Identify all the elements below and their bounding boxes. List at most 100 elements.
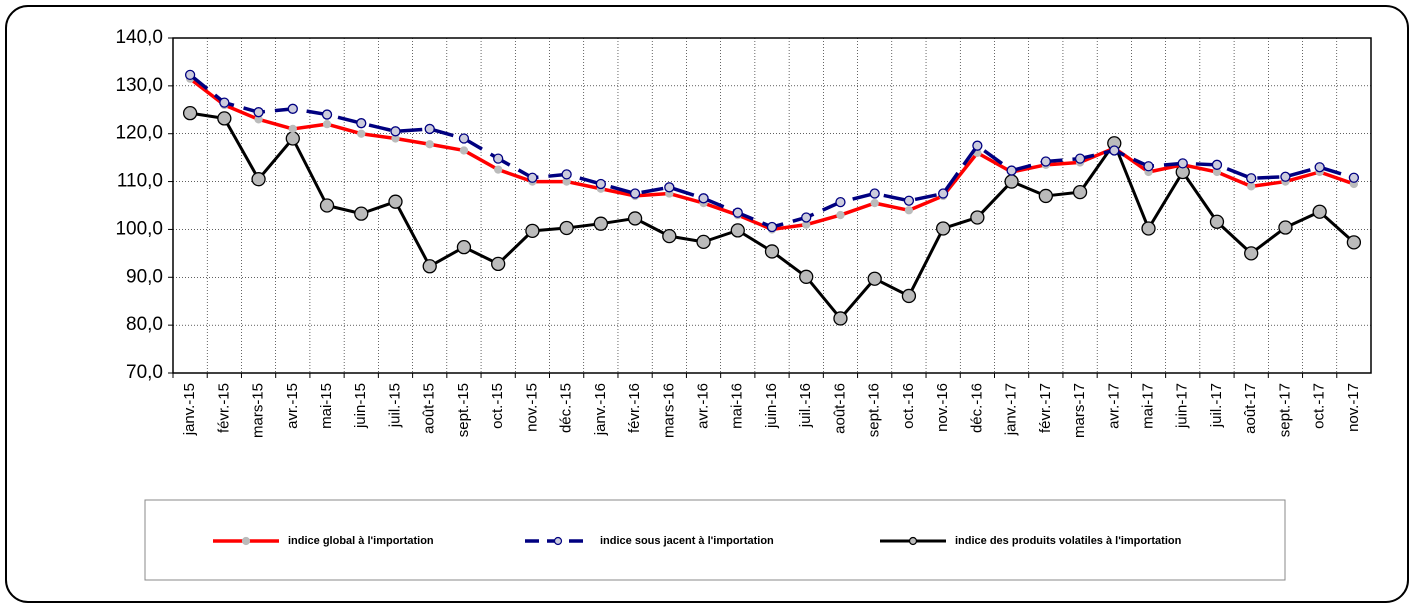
point — [1141, 221, 1156, 236]
point — [456, 239, 472, 255]
point — [1074, 153, 1086, 164]
legend-marker — [241, 536, 251, 546]
point — [903, 195, 915, 206]
point — [1004, 174, 1019, 189]
point — [593, 216, 609, 231]
point — [1143, 161, 1154, 172]
x-tick-label: avr.-17 — [1105, 383, 1122, 429]
point — [561, 169, 572, 180]
point — [935, 221, 951, 236]
point — [1247, 182, 1256, 191]
point — [1109, 145, 1120, 156]
point — [972, 140, 983, 151]
x-tick-label: sept.-16 — [866, 383, 883, 437]
point — [970, 210, 985, 225]
point — [867, 271, 882, 286]
legend-box — [144, 499, 1286, 581]
x-tick-label: févr.-16 — [626, 383, 643, 433]
point — [217, 111, 232, 126]
x-tick-label: mars-15 — [250, 383, 267, 438]
point — [664, 182, 675, 193]
point — [662, 228, 677, 244]
point — [527, 172, 538, 183]
plot-area — [172, 37, 1372, 374]
x-tick-label: mars-17 — [1071, 383, 1088, 438]
point — [696, 234, 711, 250]
y-tick-label: 140,0 — [115, 27, 163, 48]
point — [627, 211, 643, 226]
y-tick-label: 110,0 — [117, 171, 163, 192]
point — [321, 109, 333, 120]
point — [904, 206, 914, 215]
point — [388, 194, 403, 209]
legend-marker — [908, 536, 918, 546]
point — [319, 198, 335, 213]
point — [1246, 173, 1257, 184]
x-tick-label: mai-15 — [318, 383, 335, 429]
x-tick-label: févr.-17 — [1037, 383, 1054, 433]
legend-label: indice global à l'importation — [288, 535, 434, 547]
x-tick-label: févr.-15 — [215, 383, 232, 433]
x-tick-label: sept.-17 — [1276, 383, 1293, 437]
point — [356, 118, 367, 129]
point — [559, 220, 574, 236]
y-tick-label: 130,0 — [115, 75, 163, 96]
legend-label: indice des produits volatiles à l'import… — [955, 535, 1182, 547]
point — [1314, 162, 1325, 173]
point — [1244, 246, 1259, 261]
x-tick-label: avr.-16 — [695, 383, 712, 429]
point — [219, 97, 230, 108]
point — [494, 165, 503, 174]
point — [1280, 171, 1291, 182]
point — [901, 288, 917, 304]
point — [764, 244, 780, 259]
point — [493, 153, 504, 164]
x-tick-label: janv.-15 — [181, 383, 198, 436]
point — [1038, 188, 1053, 204]
point — [425, 140, 434, 149]
point — [801, 212, 812, 223]
x-tick-label: mars-16 — [660, 383, 677, 438]
point — [799, 269, 814, 284]
x-tick-label: avr.-15 — [284, 383, 301, 429]
x-tick-label: août-17 — [1242, 383, 1259, 434]
point — [491, 256, 506, 272]
x-tick-label: juin-16 — [763, 383, 780, 429]
point — [766, 221, 778, 233]
point — [1209, 214, 1225, 229]
x-tick-label: juil.-16 — [797, 383, 814, 428]
x-tick-label: juil.-15 — [386, 383, 403, 428]
x-tick-label: déc.-15 — [558, 383, 575, 433]
point — [1348, 172, 1360, 183]
x-tick-label: nov.-16 — [934, 383, 951, 432]
legend-marker — [553, 536, 563, 546]
point — [322, 119, 332, 129]
x-tick-label: août-15 — [421, 383, 438, 434]
point — [182, 105, 198, 121]
point — [937, 188, 949, 199]
point — [288, 124, 297, 134]
point — [525, 223, 540, 239]
point — [287, 103, 298, 114]
legend-label: indice sous jacent à l'importation — [600, 535, 774, 547]
point — [459, 146, 469, 155]
x-tick-label: sept.-15 — [455, 383, 472, 437]
x-tick-label: juin-15 — [352, 383, 369, 429]
point — [1006, 165, 1017, 176]
x-tick-label: déc.-16 — [968, 383, 985, 433]
point — [732, 207, 743, 218]
point — [835, 196, 846, 208]
x-tick-label: janv.-17 — [1003, 383, 1020, 436]
x-tick-label: nov.-15 — [523, 383, 540, 432]
x-tick-label: juil.-17 — [1208, 383, 1225, 428]
point — [1177, 158, 1188, 169]
point — [870, 198, 879, 208]
point — [836, 210, 845, 220]
point — [1040, 156, 1051, 167]
point — [1211, 159, 1223, 170]
point — [869, 188, 880, 199]
point — [595, 178, 607, 190]
y-tick-label: 120,0 — [115, 123, 163, 144]
x-tick-label: nov.-17 — [1345, 383, 1362, 432]
